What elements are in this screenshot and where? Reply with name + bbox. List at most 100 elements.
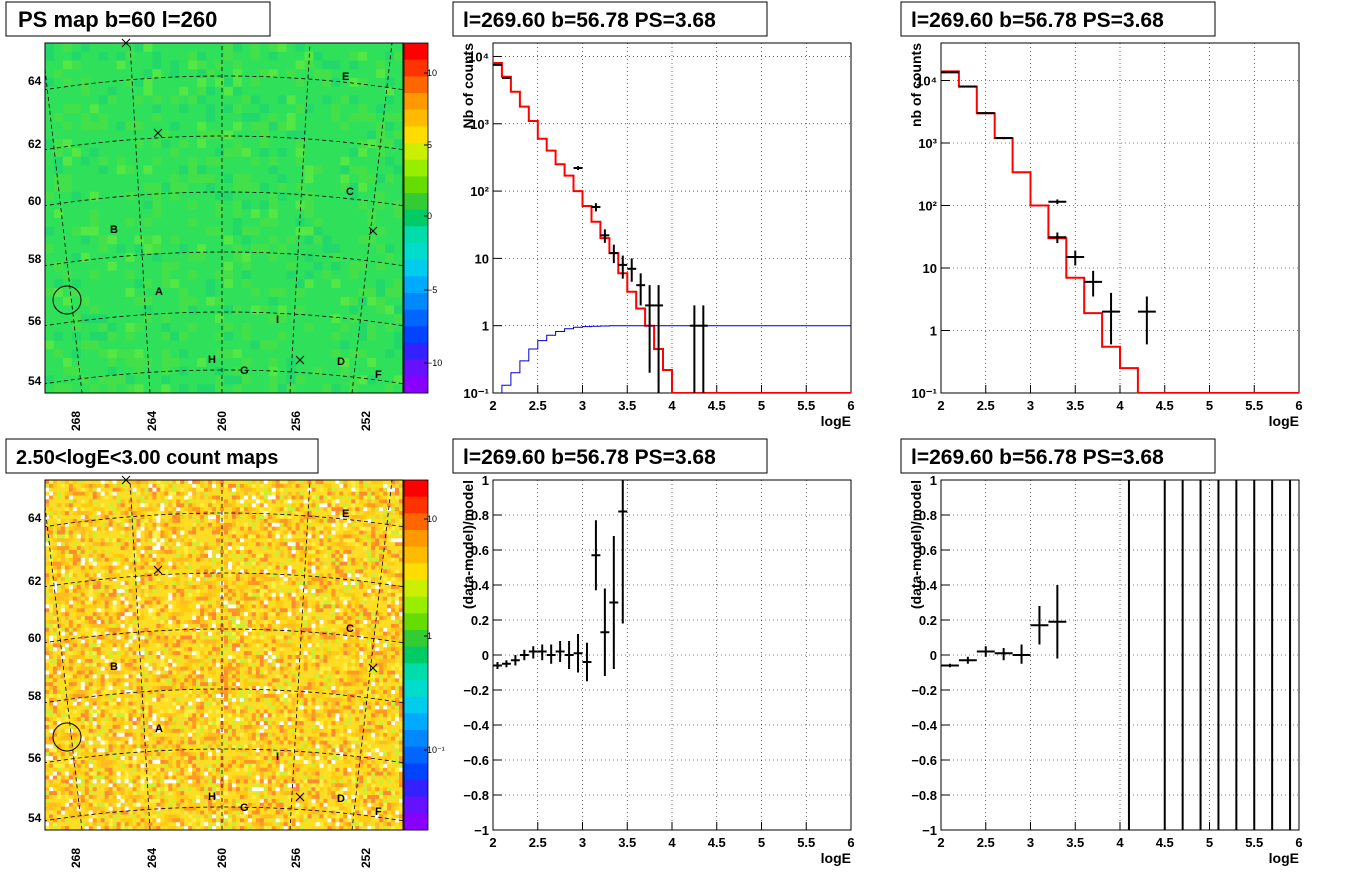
data-point xyxy=(618,256,627,279)
y-tick-label: −0.2 xyxy=(463,683,489,698)
x-axis-label: logE xyxy=(821,850,851,866)
y-tick-label: −1 xyxy=(474,823,489,838)
map-source-label: F xyxy=(375,369,382,381)
map-source-label: I xyxy=(276,751,279,763)
ps-map-title-box: PS map b=60 l=260 xyxy=(6,2,270,36)
map-source-label: G xyxy=(240,802,249,814)
map-lon-tick-label: 264 xyxy=(145,411,159,431)
data-point xyxy=(529,646,538,658)
x-axis-label: logE xyxy=(821,413,851,429)
spectrum-title: l=269.60 b=56.78 PS=3.68 xyxy=(463,9,716,32)
y-tick-label: 10 xyxy=(475,251,489,266)
y-tick-label: −0.4 xyxy=(463,718,489,733)
x-tick-label: 2 xyxy=(489,835,496,850)
map-source-label: H xyxy=(208,354,216,366)
map-lat-tick-label: 56 xyxy=(28,314,42,328)
map-lat-tick-label: 60 xyxy=(28,194,42,208)
map-lon-tick-label: 256 xyxy=(289,848,303,868)
x-tick-label: 3.5 xyxy=(1066,398,1084,413)
y-tick-label: 1 xyxy=(482,473,489,488)
data-point xyxy=(493,64,502,66)
data-point xyxy=(591,203,600,211)
data-point xyxy=(627,258,636,281)
colorbar-tick-label: 10 xyxy=(427,514,437,524)
map-lat-tick-label: 56 xyxy=(28,751,42,765)
y-tick-label: −0.2 xyxy=(911,683,937,698)
ps-map-title: PS map b=60 l=260 xyxy=(18,7,217,32)
data-point xyxy=(493,662,502,669)
data-point xyxy=(565,641,574,669)
x-axis-label: logE xyxy=(1269,850,1299,866)
map-lon-tick-label: 260 xyxy=(215,848,229,868)
y-tick-label: 0.2 xyxy=(919,613,937,628)
x-tick-label: 2.5 xyxy=(977,398,995,413)
y-tick-label: −1 xyxy=(922,823,937,838)
map-lat-tick-label: 54 xyxy=(28,811,42,825)
y-tick-label: 10² xyxy=(918,199,937,214)
data-point xyxy=(520,650,529,661)
y-tick-label: −0.8 xyxy=(463,788,489,803)
map-source-label: G xyxy=(240,365,249,377)
map-lon-tick-label: 256 xyxy=(289,411,303,431)
x-tick-label: 6 xyxy=(1295,398,1302,413)
data-point xyxy=(502,660,511,667)
count-map-title: 2.50<logE<3.00 count maps xyxy=(16,447,278,469)
y-tick-label: 10⁻¹ xyxy=(463,386,489,401)
map-lat-tick-label: 54 xyxy=(28,374,42,388)
map-source-label: D xyxy=(337,793,345,805)
colorbar-tick-label: 10⁻¹ xyxy=(427,745,445,755)
data-point xyxy=(645,285,654,373)
map-pixels xyxy=(45,43,404,394)
x-tick-label: 4 xyxy=(668,398,676,413)
colorbar-tick-label: −10 xyxy=(427,358,442,368)
spectrum-coarse-title-box: l=269.60 b=56.78 PS=3.68 xyxy=(901,2,1215,36)
x-tick-label: 3.5 xyxy=(618,398,636,413)
map-source-label: E xyxy=(342,71,349,83)
x-tick-label: 3 xyxy=(579,398,586,413)
data-point xyxy=(1084,271,1102,297)
x-axis-label: logE xyxy=(1269,413,1299,429)
x-tick-label: 3.5 xyxy=(618,835,636,850)
data-point xyxy=(977,646,995,657)
data-point xyxy=(502,77,511,79)
map-lat-tick-label: 62 xyxy=(28,574,42,588)
colorbar-tick-label: 10 xyxy=(427,68,437,78)
y-tick-label: −0.8 xyxy=(911,788,937,803)
residual-coarse-title-box: l=269.60 b=56.78 PS=3.68 xyxy=(901,439,1215,473)
colorbar-tick-label: 0 xyxy=(427,211,432,221)
x-tick-label: 3.5 xyxy=(1066,835,1084,850)
x-tick-label: 2.5 xyxy=(529,835,547,850)
map-lon-tick-label: 260 xyxy=(215,411,229,431)
y-axis-label: (data-model)/model xyxy=(460,480,476,609)
data-point xyxy=(995,648,1013,660)
data-point xyxy=(959,657,977,664)
data-point xyxy=(1138,296,1156,344)
data-point xyxy=(690,305,699,413)
data-point xyxy=(1013,645,1031,664)
x-tick-label: 6 xyxy=(1295,835,1302,850)
map-lon-tick-label: 252 xyxy=(359,848,373,868)
y-axis-label: Nb of counts xyxy=(460,43,476,129)
map-source-label: C xyxy=(346,186,354,198)
data-point xyxy=(977,112,995,114)
chart-plot-area xyxy=(493,480,627,681)
y-tick-label: 0.2 xyxy=(471,613,489,628)
x-tick-label: 4 xyxy=(668,835,676,850)
x-tick-label: 5 xyxy=(1206,398,1213,413)
map-lat-tick-label: 58 xyxy=(28,689,42,703)
data-point xyxy=(1102,293,1120,344)
y-tick-label: 10⁻¹ xyxy=(911,386,937,401)
y-tick-label: −0.6 xyxy=(911,753,937,768)
spectrum-title-box: l=269.60 b=56.78 PS=3.68 xyxy=(453,2,767,36)
y-tick-label: 0 xyxy=(482,648,489,663)
map-source-label: C xyxy=(346,623,354,635)
y-tick-label: 10² xyxy=(470,184,489,199)
x-tick-label: 4.5 xyxy=(1156,835,1174,850)
x-tick-label: 5.5 xyxy=(797,835,815,850)
data-point xyxy=(1048,232,1066,243)
data-point xyxy=(636,273,645,305)
